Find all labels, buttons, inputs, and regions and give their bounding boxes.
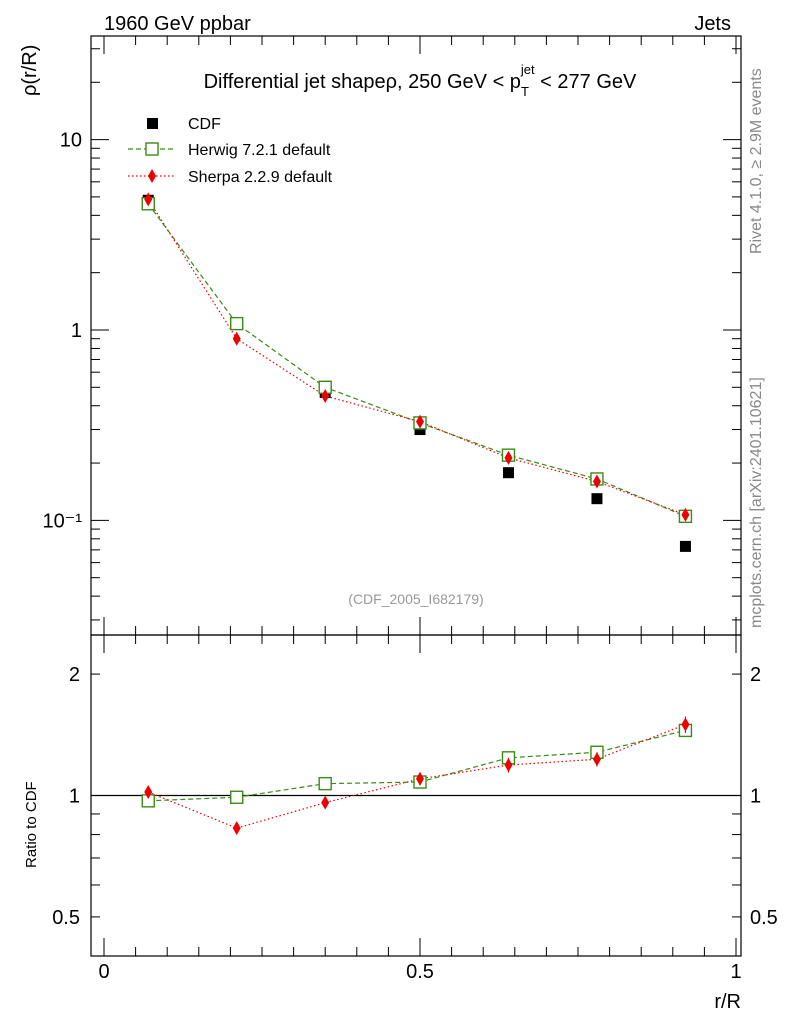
ratio-y-tick-label: 2 xyxy=(69,664,80,686)
legend-herwig-marker xyxy=(145,142,159,156)
ratio-y-tick-label-right: 1 xyxy=(750,786,761,808)
ratio-y-tick-label-right: 0.5 xyxy=(750,907,778,929)
title-sub: T xyxy=(521,84,529,99)
main-sherpa-point xyxy=(592,474,601,489)
rivet-label: Rivet 4.1.0, ≥ 2.9M events xyxy=(748,68,765,254)
legend-cdf-label: CDF xyxy=(188,116,221,133)
main-sherpa-point xyxy=(681,507,690,522)
title-prefix: Differential jet shapeρ, 250 GeV < p xyxy=(204,71,521,93)
main-plot-title: Differential jet shapeρ, 250 GeV < pTjet… xyxy=(204,62,637,99)
legend-sherpa-label: Sherpa 2.2.9 default xyxy=(188,169,333,186)
mcplots-label: mcplots.cern.ch [arXiv:2401.10621] xyxy=(748,377,765,628)
ratio-herwig-point xyxy=(230,790,244,804)
ratio-sherpa-point xyxy=(592,752,601,767)
main-sherpa-point xyxy=(416,414,424,429)
x-tick-label: 0.5 xyxy=(406,961,434,983)
ratio-y-tick-label-right: 2 xyxy=(750,664,761,686)
x-axis-label: r/R xyxy=(714,991,741,1013)
legend-sherpa-marker xyxy=(148,169,156,183)
main-y-tick-label: 10⁻¹ xyxy=(43,510,83,532)
ratio-series-line-0 xyxy=(148,729,686,802)
main-series-line-1 xyxy=(147,203,686,517)
title-sup: jet xyxy=(520,62,535,77)
ratio-sherpa-point xyxy=(144,785,153,800)
main-y-axis-label: ρ(r/R) xyxy=(19,45,41,96)
main-cdf-point xyxy=(679,540,691,552)
header-left-label: 1960 GeV ppbar xyxy=(104,13,251,35)
ratio-sherpa-point xyxy=(232,821,241,836)
ratio-sherpa-point xyxy=(504,758,513,773)
header-right-label: Jets xyxy=(694,13,731,35)
main-herwig-point xyxy=(230,316,244,331)
main-y-tick-label: 1 xyxy=(71,320,82,342)
main-y-tick-label: 10 xyxy=(60,130,82,152)
x-tick-label: 1 xyxy=(730,961,741,983)
ratio-y-axis-label: Ratio to CDF xyxy=(23,781,40,868)
main-sherpa-point xyxy=(232,331,241,346)
ratio-herwig-point xyxy=(318,776,332,791)
watermark: (CDF_2005_I682179) xyxy=(348,591,483,607)
legend-cdf-marker xyxy=(147,118,158,129)
ratio-sherpa-point xyxy=(416,771,424,786)
main-sherpa-point xyxy=(144,192,153,207)
main-series-line-2 xyxy=(147,199,686,516)
legend: CDF Herwig 7.2.1 default Sherpa 2.2.9 de… xyxy=(128,116,333,186)
main-cdf-point xyxy=(502,467,514,479)
title-suffix: < 277 GeV xyxy=(535,71,637,93)
ratio-sherpa-point xyxy=(681,717,690,732)
main-sherpa-point xyxy=(321,389,330,404)
main-cdf-point xyxy=(591,493,603,505)
ratio-y-tick-label: 0.5 xyxy=(52,907,80,929)
legend-herwig-label: Herwig 7.2.1 default xyxy=(188,142,331,159)
x-tick-label: 0 xyxy=(98,961,109,983)
ratio-sherpa-point xyxy=(321,795,330,810)
ratio-y-tick-label: 1 xyxy=(69,786,80,808)
main-sherpa-point xyxy=(504,450,513,465)
